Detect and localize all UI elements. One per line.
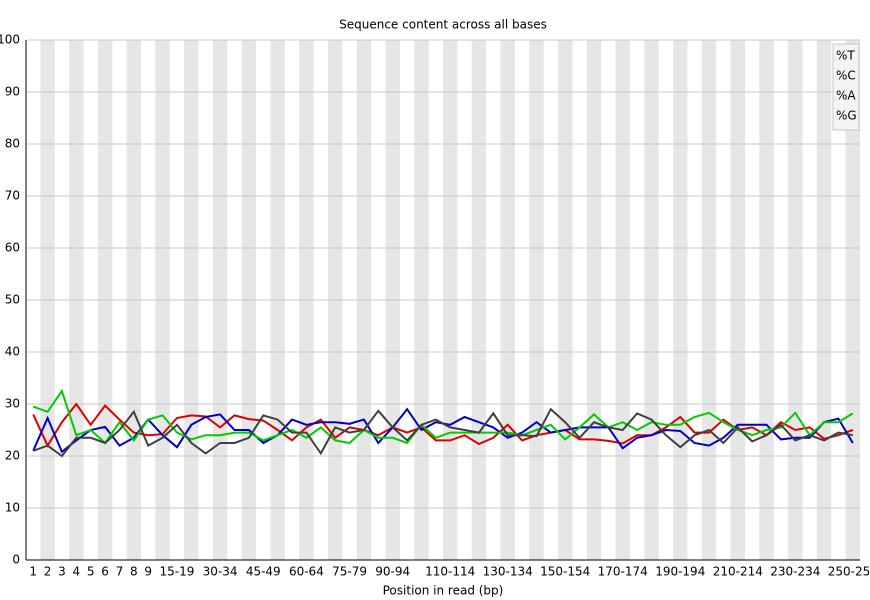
x-tick-label: 6 [101, 565, 109, 579]
legend-label: %G [836, 109, 857, 123]
x-tick-label: 4 [73, 565, 81, 579]
chart-title: Sequence content across all bases [339, 18, 547, 32]
x-tick-label: 15-19 [160, 565, 195, 579]
x-tick-label: 5 [87, 565, 95, 579]
legend-label: %A [836, 89, 856, 103]
x-tick-label: 3 [58, 565, 66, 579]
series-line [32, 407, 853, 458]
x-tick-label: 60-64 [289, 565, 324, 579]
y-tick-label: 0 [12, 553, 20, 567]
x-tick-label: 250-251 [828, 565, 870, 579]
legend-label: %T [836, 49, 855, 63]
x-axis-title: Position in read (bp) [383, 584, 504, 598]
x-tick-label: 2 [44, 565, 52, 579]
legend-label: %C [836, 69, 856, 83]
x-tick-label: 1 [29, 565, 37, 579]
x-tick-label: 30-34 [203, 565, 238, 579]
x-tick-label: 7 [116, 565, 124, 579]
x-tick-label: 90-94 [375, 565, 410, 579]
legend-box [832, 43, 860, 131]
x-tick-label: 8 [130, 565, 138, 579]
y-tick-label: 20 [5, 449, 20, 463]
legend: %T %C %A %G [832, 43, 860, 131]
x-tick-label: 150-154 [540, 565, 590, 579]
y-tick-label: 40 [5, 345, 20, 359]
x-tick-label: 190-194 [655, 565, 705, 579]
y-tick-label: 30 [5, 397, 20, 411]
x-tick-label: 9 [144, 565, 152, 579]
y-tick-label: 100 [0, 33, 20, 47]
x-tick-label: 130-134 [483, 565, 533, 579]
y-tick-label: 90 [5, 85, 20, 99]
y-tick-label: 80 [5, 137, 20, 151]
series-line [32, 388, 854, 445]
y-tick-label: 10 [5, 501, 20, 515]
x-tick-label: 110-114 [425, 565, 475, 579]
x-tick-label: 170-174 [598, 565, 648, 579]
y-tick-label: 70 [5, 189, 20, 203]
y-tick-label: 60 [5, 241, 20, 255]
x-tick-label: 45-49 [246, 565, 281, 579]
series-line [32, 402, 854, 448]
y-tick-label: 50 [5, 293, 20, 307]
x-tick-label: 230-234 [770, 565, 820, 579]
x-tick-label: 210-214 [713, 565, 763, 579]
x-tick-label: 75-79 [332, 565, 367, 579]
